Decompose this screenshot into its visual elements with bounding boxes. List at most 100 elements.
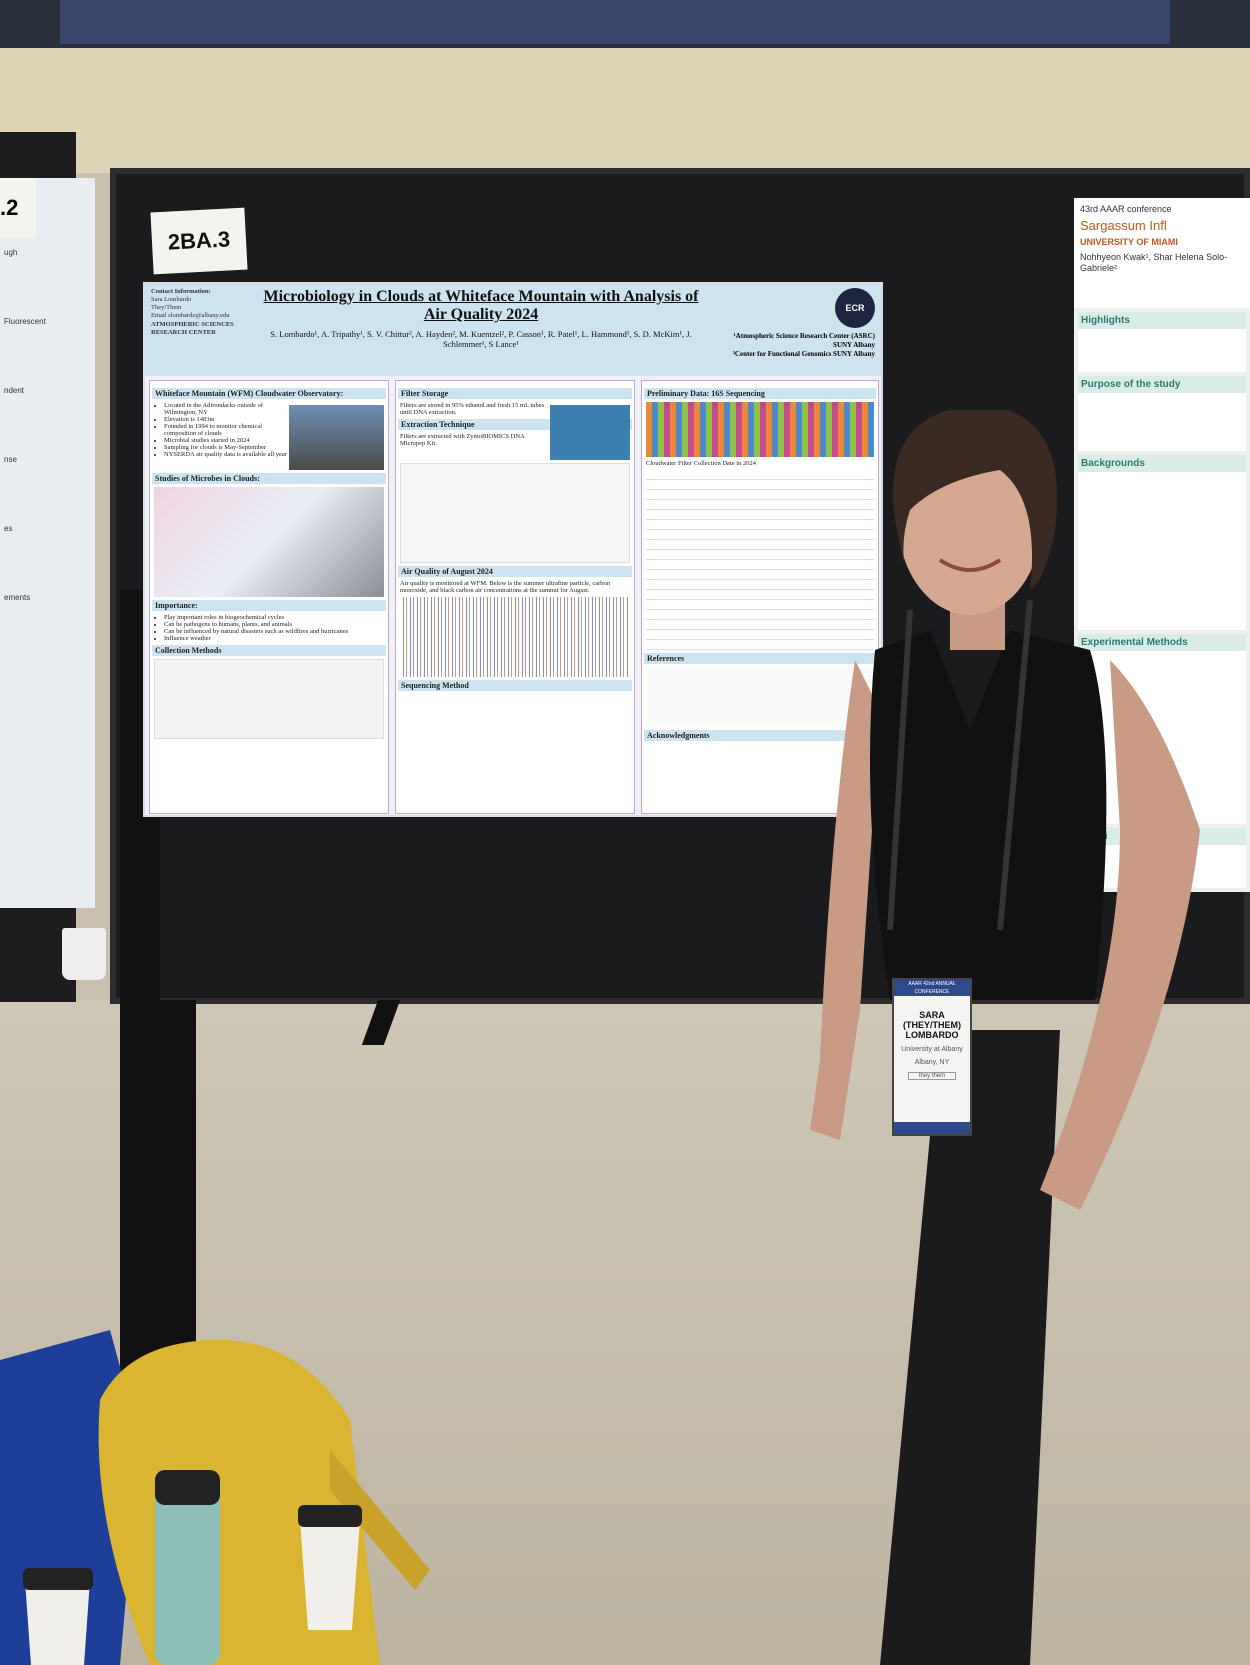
- lanyard: [887, 599, 1033, 931]
- mountain-photo: [289, 405, 384, 470]
- poster-title: Microbiology in Clouds at Whiteface Moun…: [263, 288, 699, 324]
- section-heading: Studies of Microbes in Clouds:: [152, 473, 386, 484]
- projection-screen: [60, 0, 1170, 44]
- section-heading: Extraction Technique: [398, 419, 632, 430]
- filter-photo: [550, 405, 630, 460]
- contact-name: Sara Lombardo: [151, 296, 192, 304]
- references-list: [646, 667, 874, 727]
- contact-org: ATMOSPHERIC SCIENCES RESEARCH CENTER: [151, 320, 234, 336]
- list-item: Elevation is 1483m: [164, 416, 384, 423]
- diagram: [154, 487, 384, 597]
- affiliation: ¹Atmospheric Science Research Center (AS…: [733, 332, 875, 349]
- poster-authors: S. Lombardo¹, A. Tripathy¹, S. V. Chittu…: [270, 328, 692, 350]
- paper-cup: [62, 928, 106, 980]
- neighbor-poster-title: Sargassum Infl: [1080, 217, 1167, 233]
- section-heading: Air Quality of August 2024: [398, 566, 632, 577]
- section-heading: Sequencing Method: [398, 680, 632, 691]
- poster-contact: Contact Information: Sara Lombardo They/…: [151, 288, 247, 372]
- diagram: [154, 659, 384, 739]
- section-heading: Whiteface Mountain (WFM) Cloudwater Obse…: [152, 388, 386, 399]
- conference-name: 43rd AAAR conference: [1080, 204, 1172, 214]
- board-leg: [148, 1000, 196, 1350]
- contact-email: Email slombardo@albany.edu: [151, 312, 230, 320]
- bottle-cap: [155, 1470, 220, 1505]
- poster-text: es: [4, 524, 13, 533]
- section-heading: Importance:: [152, 600, 386, 611]
- black-sleeveless-top: [870, 630, 1107, 1000]
- neighbor-board-label: .2: [0, 178, 36, 238]
- poster-affiliations: ¹Atmospheric Science Research Center (AS…: [715, 332, 875, 358]
- list-item: Influence weather: [164, 635, 384, 642]
- section: Purpose of the study: [1078, 376, 1246, 451]
- list-item: NYSERDA air quality data is available al…: [164, 451, 384, 458]
- ceiling-band: [0, 0, 1250, 50]
- section-heading: Backgrounds: [1078, 455, 1246, 472]
- list-item: Play important roles in biogeochemical c…: [164, 614, 384, 621]
- section-heading: Collection Methods: [152, 645, 386, 656]
- neighbor-poster-authors: Nohhyeon Kwak¹, Shar Helena Solo-Gabriel…: [1080, 252, 1228, 273]
- name-badge: AAAR 42nd ANNUAL CONFERENCE SARA (THEY/T…: [892, 978, 972, 1136]
- section: Backgrounds: [1078, 455, 1246, 630]
- black-pants: [880, 1030, 1060, 1665]
- left-poster: ugh Fluorescent ndent nse es ements: [0, 178, 95, 908]
- poster-text: ugh: [4, 248, 18, 257]
- section: Highlights: [1078, 312, 1246, 372]
- hair: [893, 410, 1058, 590]
- section-heading: Purpose of the study: [1078, 376, 1246, 393]
- poster-header-right: ECR ¹Atmospheric Science Research Center…: [715, 288, 875, 372]
- section-heading: Experimental Methods: [1078, 634, 1246, 651]
- sequencing-bar-chart: [646, 402, 874, 457]
- wall: [0, 48, 1250, 173]
- list-item: Located in the Adirondacks outside of Wi…: [164, 402, 384, 416]
- person: [810, 410, 1200, 1665]
- section-heading: References: [644, 653, 876, 664]
- neighbor-poster: 43rd AAAR conference Sargassum Infl UNIV…: [1074, 198, 1250, 892]
- badge-header: AAAR 42nd ANNUAL CONFERENCE: [894, 980, 970, 996]
- poster-column-3: Preliminary Data: 16S Sequencing Cloudwa…: [641, 380, 879, 814]
- smile: [938, 558, 1002, 572]
- poster-text: ements: [4, 593, 31, 602]
- bags-group: [0, 1330, 430, 1665]
- diagram: [400, 463, 630, 563]
- section-heading: Acknowledgments: [644, 730, 876, 741]
- section-heading: Filter Storage: [398, 388, 632, 399]
- poster-column-1: Whiteface Mountain (WFM) Cloudwater Obse…: [149, 380, 389, 814]
- research-poster: Contact Information: Sara Lombardo They/…: [143, 282, 883, 817]
- poster-text: nse: [4, 455, 17, 464]
- university-logo-text: UNIVERSITY OF MIAMI: [1080, 237, 1178, 248]
- section-heading: Preliminary Data: 16S Sequencing: [644, 388, 876, 399]
- badge-footer: [894, 1122, 970, 1134]
- poster-title-block: Microbiology in Clouds at Whiteface Moun…: [253, 288, 709, 372]
- section-text: Filters are stored in 95% ethanol and fr…: [400, 402, 545, 416]
- poster-column-2: Filter Storage Filters are stored in 95%…: [395, 380, 635, 814]
- backpack-strap: [330, 1450, 430, 1590]
- left-arm: [810, 660, 880, 1140]
- poster-header: Contact Information: Sara Lombardo They/…: [145, 284, 881, 376]
- affiliation: ²Center for Functional Genomics SUNY Alb…: [732, 349, 875, 358]
- section-text: Air quality is monitored at WFM. Below i…: [400, 580, 610, 594]
- list-item: Founded in 1994 to monitor chemical comp…: [164, 423, 384, 437]
- ecr-logo: ECR: [835, 288, 875, 328]
- board-label: 2BA.3: [150, 207, 248, 275]
- list-item: Can be influenced by natural disasters s…: [164, 628, 384, 635]
- coffee-cup: [25, 1580, 90, 1665]
- poster-text: Fluorescent: [4, 317, 46, 326]
- list-item: Sampling for clouds is May-September: [164, 444, 384, 451]
- section-text: Filters are extracted with ZymoBIOMICS D…: [400, 433, 525, 447]
- contact-pronouns: They/Them: [151, 304, 182, 312]
- water-bottle: [155, 1480, 220, 1665]
- genus-table: [646, 470, 874, 650]
- right-arm: [1040, 660, 1200, 1210]
- coffee-cup: [300, 1520, 360, 1630]
- badge-name: SARA (THEY/THEM) LOMBARDO: [903, 1010, 961, 1040]
- chart-caption: Cloudwater Filter Collection Date in 202…: [646, 460, 756, 467]
- poster-text: ndent: [4, 386, 25, 395]
- list-item: Can be pathogens to humans, plants, and …: [164, 621, 384, 628]
- cup-lid: [23, 1568, 93, 1590]
- contact-heading: Contact Information:: [151, 288, 211, 295]
- cup-lid: [298, 1505, 362, 1527]
- air-quality-chart: [400, 597, 630, 677]
- badge-city: Albany, NY: [914, 1059, 950, 1066]
- badge-university: University at Albany: [901, 1046, 963, 1053]
- section-heading: Highlights: [1078, 312, 1246, 329]
